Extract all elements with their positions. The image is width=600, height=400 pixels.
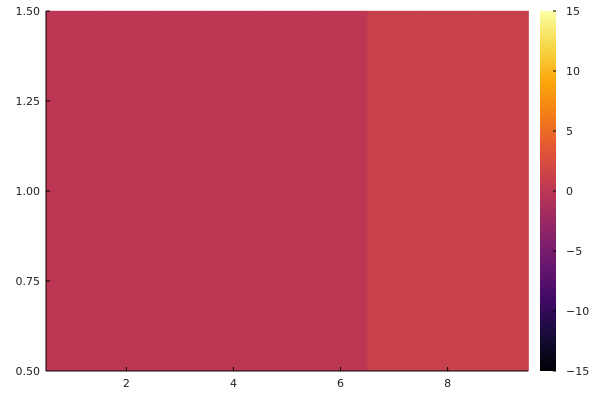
heatmap-cell — [367, 10, 422, 372]
colorbar-gradient — [540, 11, 556, 371]
y-tick-label: 0.50 — [16, 365, 41, 378]
colorbar-tick-label: 5 — [566, 125, 573, 138]
heatmap-cell — [45, 10, 101, 372]
heatmap-cell — [206, 10, 262, 372]
colorbar-tick-label: 15 — [566, 5, 580, 18]
heatmap-cell — [474, 10, 529, 372]
heatmap-cell — [152, 10, 208, 372]
x-tick-label: 6 — [337, 377, 344, 390]
x-tick-label: 8 — [444, 377, 451, 390]
y-axis-ticks: 0.50 0.75 1.00 1.25 1.50 — [16, 5, 50, 378]
colorbar-tick-label: −10 — [566, 305, 589, 318]
x-tick-label: 4 — [230, 377, 237, 390]
heatmap-cell — [313, 10, 369, 372]
colorbar-tick-label: −5 — [566, 245, 582, 258]
colorbar-tick-label: −15 — [566, 365, 589, 378]
y-tick-label: 1.25 — [16, 95, 41, 108]
y-tick-label: 1.00 — [16, 185, 41, 198]
colorbar-tick-label: 0 — [566, 185, 573, 198]
heatmap-cell — [260, 10, 315, 372]
heatmap-cell — [99, 10, 154, 372]
heatmap-cells — [45, 10, 529, 372]
colorbar: −15 −10 −5 0 5 10 15 — [540, 5, 589, 378]
x-tick-label: 2 — [123, 377, 130, 390]
heatmap-cell — [420, 10, 476, 372]
x-axis-ticks: 2 4 6 8 — [123, 367, 451, 390]
colorbar-tick-label: 10 — [566, 65, 580, 78]
y-tick-label: 1.50 — [16, 5, 41, 18]
y-tick-label: 0.75 — [16, 275, 41, 288]
